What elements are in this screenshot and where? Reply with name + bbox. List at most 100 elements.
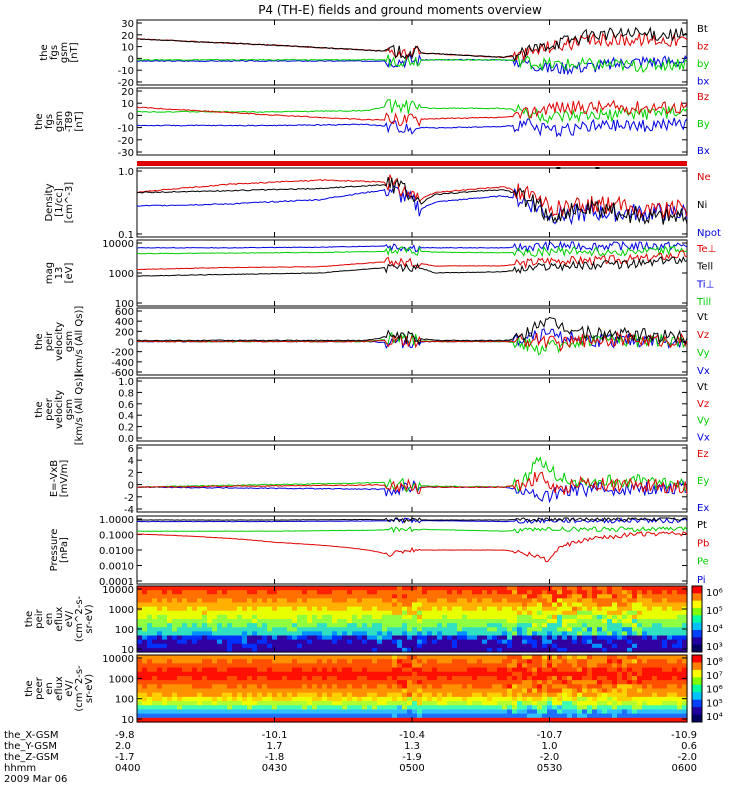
heatmap-cell: [592, 594, 598, 599]
heatmap-cell: [302, 606, 308, 612]
heatmap-cell: [147, 627, 153, 632]
heatmap-cell: [137, 610, 143, 616]
heatmap-cell: [437, 594, 443, 599]
heatmap-cell: [627, 590, 633, 595]
heatmap-cell: [207, 594, 213, 599]
heatmap-cell: [222, 586, 228, 591]
heatmap-cell: [157, 643, 163, 649]
heatmap-cell: [422, 594, 428, 599]
heatmap-cell: [462, 614, 468, 620]
heatmap-cell: [242, 655, 248, 660]
heatmap-cell: [322, 594, 328, 599]
heatmap-cell: [217, 598, 223, 604]
heatmap-cell: [282, 598, 288, 604]
heatmap-cell: [507, 663, 513, 669]
heatmap-cell: [487, 705, 493, 711]
heatmap-cell: [417, 667, 423, 673]
heatmap-cell: [542, 696, 548, 702]
heatmap-cell: [637, 701, 643, 706]
heatmap-cell: [177, 688, 183, 694]
heatmap-cell: [372, 713, 378, 719]
heatmap-cell: [397, 635, 403, 641]
x-axis-value: -10.4: [399, 730, 425, 741]
heatmap-cell: [667, 631, 673, 637]
heatmap-cell: [347, 717, 353, 723]
heatmap-cell: [332, 671, 338, 677]
heatmap-cell: [382, 619, 388, 624]
heatmap-cell: [442, 590, 448, 595]
colorbar-label: 10⁸: [706, 657, 723, 668]
heatmap-cell: [667, 680, 673, 685]
heatmap-cell: [217, 671, 223, 677]
heatmap-cell: [352, 590, 358, 595]
heatmap-cell: [617, 696, 623, 702]
heatmap-cell: [402, 635, 408, 641]
heatmap-cell: [567, 705, 573, 711]
heatmap-cell: [522, 688, 528, 694]
heatmap-cell: [667, 655, 673, 660]
heatmap-cell: [597, 619, 603, 624]
heatmap-cell: [562, 606, 568, 612]
heatmap-cell: [557, 671, 563, 677]
heatmap-cell: [607, 635, 613, 641]
heatmap-cell: [497, 614, 503, 620]
heatmap-cell: [287, 631, 293, 637]
heatmap-cell: [552, 635, 558, 641]
heatmap-cell: [402, 643, 408, 649]
heatmap-cell: [177, 717, 183, 723]
heatmap-cell: [267, 709, 273, 715]
y-axis-label: eV/: [64, 610, 75, 627]
heatmap-cell: [677, 606, 683, 612]
heatmap-cell: [352, 671, 358, 677]
x-axis-value: -10.9: [671, 730, 697, 741]
heatmap-cell: [377, 709, 383, 715]
heatmap-cell: [197, 590, 203, 595]
heatmap-cell: [482, 647, 488, 653]
heatmap-cell: [212, 717, 218, 723]
heatmap-cell: [617, 619, 623, 624]
heatmap-cell: [187, 717, 193, 723]
heatmap-cell: [517, 713, 523, 719]
heatmap-cell: [537, 635, 543, 641]
heatmap-cell: [512, 614, 518, 620]
heatmap-cell: [407, 655, 413, 660]
heatmap-cell: [307, 680, 313, 685]
heatmap-cell: [597, 639, 603, 645]
heatmap-cell: [652, 705, 658, 711]
heatmap-cell: [362, 602, 368, 608]
heatmap-cell: [512, 709, 518, 715]
heatmap-cell: [377, 643, 383, 649]
heatmap-cell: [537, 667, 543, 673]
heatmap-cell: [422, 663, 428, 669]
heatmap-cell: [137, 667, 143, 673]
heatmap-cell: [167, 590, 173, 595]
heatmap-cell: [462, 606, 468, 612]
heatmap-cell: [412, 631, 418, 637]
heatmap-cell: [362, 675, 368, 681]
heatmap-cell: [237, 675, 243, 681]
heatmap-cell: [627, 639, 633, 645]
heatmap-cell: [307, 692, 313, 698]
heatmap-cell: [247, 635, 253, 641]
heatmap-cell: [312, 655, 318, 660]
heatmap-cell: [622, 705, 628, 711]
heatmap-cell: [672, 614, 678, 620]
heatmap-cell: [432, 610, 438, 616]
heatmap-cell: [347, 713, 353, 719]
heatmap-cell: [447, 619, 453, 624]
heatmap-cell: [422, 705, 428, 711]
heatmap-cell: [422, 631, 428, 637]
heatmap-cell: [572, 717, 578, 723]
heatmap-cell: [657, 631, 663, 637]
heatmap-cell: [217, 635, 223, 641]
heatmap-cell: [502, 590, 508, 595]
colorbar-segment: [692, 655, 702, 663]
heatmap-cell: [497, 647, 503, 653]
heatmap-cell: [642, 619, 648, 624]
heatmap-cell: [227, 701, 233, 706]
heatmap-cell: [147, 701, 153, 706]
heatmap-cell: [387, 643, 393, 649]
heatmap-cell: [637, 614, 643, 620]
heatmap-cell: [312, 701, 318, 706]
heatmap-cell: [627, 606, 633, 612]
